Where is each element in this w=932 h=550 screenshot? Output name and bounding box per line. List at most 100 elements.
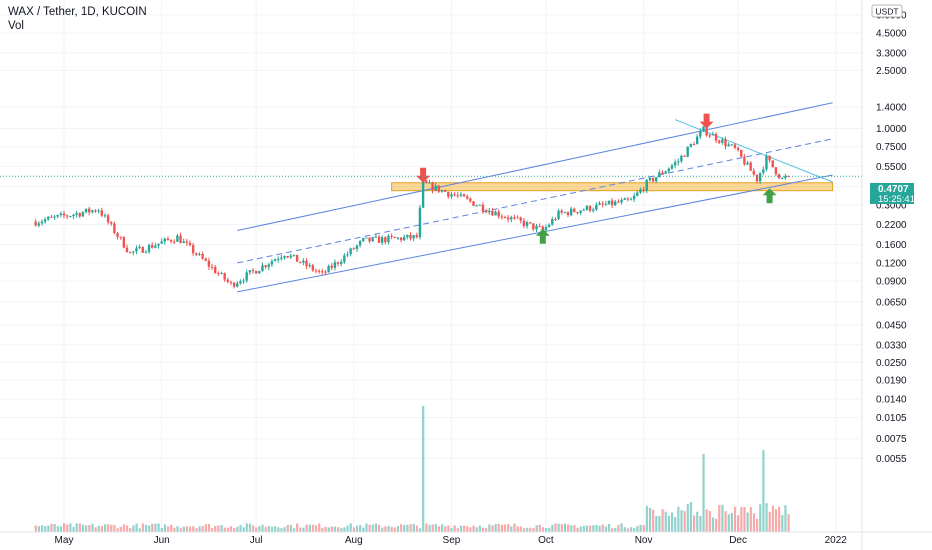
volume-bar xyxy=(658,516,661,532)
candle-body xyxy=(535,225,538,230)
price-tick-label: 0.0190 xyxy=(876,375,907,386)
volume-bar xyxy=(784,505,787,532)
volume-bar xyxy=(623,527,626,532)
candle-body xyxy=(176,235,179,242)
candle-body xyxy=(412,235,415,239)
price-tick-label: 0.0105 xyxy=(876,413,907,424)
candle-body xyxy=(302,260,305,263)
candle-body xyxy=(758,172,762,182)
volume-bar xyxy=(292,528,296,532)
volume-bar xyxy=(40,525,44,532)
candle-body xyxy=(223,273,226,280)
price-tick-label: 0.0900 xyxy=(876,277,907,288)
candle-body xyxy=(91,210,94,213)
volume-bar xyxy=(214,525,217,532)
candle-body xyxy=(154,245,157,248)
volume-bar xyxy=(589,525,592,532)
candle-body xyxy=(456,195,459,197)
candle-body xyxy=(497,211,500,217)
candle-body xyxy=(406,234,409,238)
candle-body xyxy=(768,155,771,161)
candle-body xyxy=(743,156,746,165)
candle-body xyxy=(714,134,718,141)
candle-body xyxy=(437,185,441,192)
volume-bar xyxy=(475,527,478,532)
volume-bar xyxy=(699,516,702,532)
volume-bar xyxy=(740,506,743,532)
volume-bar xyxy=(217,525,220,532)
candle-body xyxy=(692,144,696,146)
volume-bar xyxy=(296,523,299,532)
candle-body xyxy=(352,248,355,250)
candle-body xyxy=(428,182,431,184)
volume-bar xyxy=(730,512,733,532)
volume-bar xyxy=(289,524,292,532)
candle-body xyxy=(645,179,648,191)
volume-bar xyxy=(441,524,444,532)
volume-bar xyxy=(636,525,639,532)
candle-body xyxy=(75,213,78,215)
volume-bar xyxy=(727,514,730,532)
time-tick-label: May xyxy=(55,535,74,546)
volume-bar xyxy=(721,504,724,532)
volume-bar xyxy=(696,511,699,532)
candle-body xyxy=(169,239,173,242)
volume-bar xyxy=(277,527,280,532)
symbol-title[interactable]: WAX / Tether, 1D, KUCOIN xyxy=(8,6,147,18)
volume-bar xyxy=(756,518,759,532)
candle-body xyxy=(510,217,513,220)
volume-bar xyxy=(302,527,305,532)
volume-indicator-label[interactable]: Vol xyxy=(8,20,24,32)
volume-bar xyxy=(324,526,327,532)
volume-bar xyxy=(642,525,645,532)
candle-body xyxy=(267,264,270,268)
candle-body xyxy=(544,226,548,231)
volume-bar xyxy=(141,523,144,532)
candle-body xyxy=(239,281,242,284)
candle-body xyxy=(623,198,626,200)
volume-bar xyxy=(151,523,154,532)
candle-body xyxy=(314,270,318,272)
candle-body xyxy=(551,219,554,225)
price-tick-label: 0.5500 xyxy=(876,162,907,173)
candle-body xyxy=(626,198,630,200)
candle-body xyxy=(661,172,664,174)
volume-bar xyxy=(626,528,630,532)
volume-bar xyxy=(239,524,242,532)
volume-bar xyxy=(261,524,264,532)
volume-bar xyxy=(362,527,365,532)
candle-body xyxy=(418,207,422,238)
volume-bar xyxy=(387,525,390,532)
candle-body xyxy=(88,208,91,213)
volume-bar xyxy=(56,526,59,532)
candle-body xyxy=(620,199,623,203)
currency-badge[interactable] xyxy=(871,4,903,18)
volume-bar xyxy=(444,526,447,532)
volume-bar xyxy=(359,525,362,532)
volume-bar xyxy=(207,524,211,532)
candle-body xyxy=(522,220,526,227)
candle-body xyxy=(632,195,636,200)
candle-body xyxy=(248,270,252,273)
volume-bar xyxy=(689,502,693,532)
candle-body xyxy=(777,174,781,179)
candle-body xyxy=(81,212,85,217)
volume-bar xyxy=(708,511,711,532)
volume-bar xyxy=(633,528,636,532)
volume-bar xyxy=(453,525,456,532)
volume-bar xyxy=(607,523,611,532)
volume-bar xyxy=(368,524,371,532)
candle-body xyxy=(396,237,400,239)
candle-body xyxy=(399,237,403,241)
volume-bar xyxy=(434,524,437,532)
volume-bar xyxy=(544,528,548,532)
volume-bar xyxy=(138,528,141,532)
volume-bar xyxy=(374,523,378,532)
candle-body xyxy=(415,235,418,238)
volume-bar xyxy=(535,525,538,532)
volume-bar xyxy=(680,510,683,532)
volume-bar xyxy=(469,527,472,532)
candle-body xyxy=(494,211,497,216)
volume-bar xyxy=(447,525,450,532)
